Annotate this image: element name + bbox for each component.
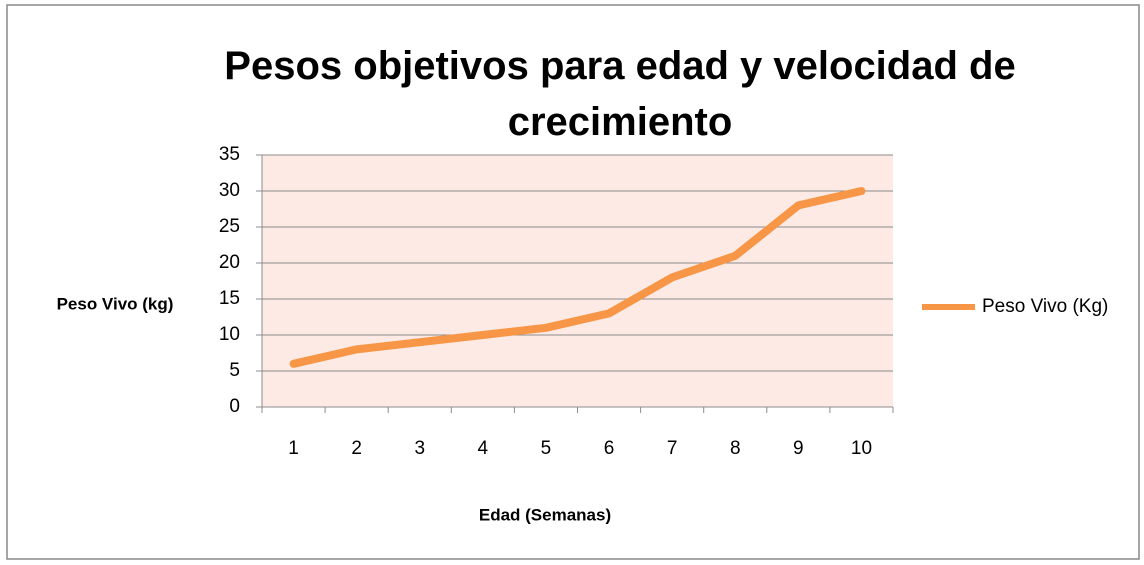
- y-axis-label: Peso Vivo (kg): [57, 294, 174, 313]
- x-tick-label: 5: [541, 438, 552, 459]
- x-tick-label: 7: [667, 438, 678, 459]
- x-tick-label: 4: [478, 438, 489, 459]
- y-tick-label: 20: [219, 252, 240, 273]
- chart-frame: [6, 4, 1140, 560]
- x-tick-label: 8: [730, 438, 741, 459]
- x-tick-label: 1: [288, 438, 299, 459]
- x-tick-label: 2: [351, 438, 362, 459]
- data-line: [289, 187, 866, 368]
- y-tick-label: 35: [219, 144, 240, 165]
- x-tick-label: 10: [851, 438, 872, 459]
- x-tick-label: 3: [414, 438, 425, 459]
- y-tick-label: 25: [219, 216, 240, 237]
- chart-title: Pesos objetivos para edad y velocidad de…: [224, 44, 1016, 144]
- x-axis-label: Edad (Semanas): [479, 505, 611, 524]
- y-tick-label: 0: [229, 396, 240, 417]
- y-tick-label: 30: [219, 180, 240, 201]
- legend-label: Peso Vivo (Kg): [982, 296, 1108, 317]
- y-tick-label: 15: [219, 288, 240, 309]
- x-tick-label: 9: [793, 438, 804, 459]
- y-tick-label: 5: [229, 360, 240, 381]
- plot-area: [262, 155, 893, 407]
- y-tick-label: 10: [219, 324, 240, 345]
- x-tick-label: 6: [604, 438, 615, 459]
